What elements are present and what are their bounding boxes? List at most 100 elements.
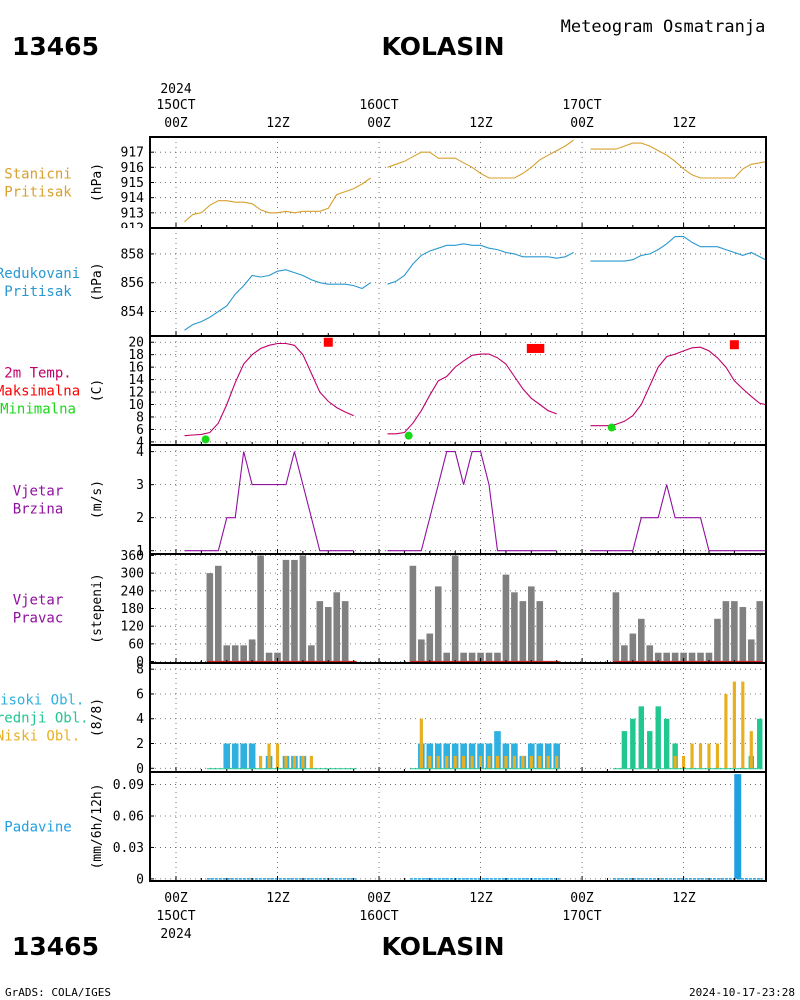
direction-bar: [688, 652, 696, 662]
series-line: [184, 342, 354, 437]
direction-bar: [468, 652, 476, 662]
cloud-bar: [504, 755, 508, 769]
y-tick-label: 12: [128, 386, 144, 401]
panel-label: Brzina: [13, 502, 64, 518]
direction-bar: [739, 607, 747, 662]
cloud-bar: [682, 755, 686, 769]
panel-wind-speed: 1 2 3 4 (m/s) Vjetar Brzina: [13, 444, 767, 559]
y-tick-label: 4: [136, 712, 144, 727]
direction-bar: [426, 633, 434, 662]
panel-plot-wind-direction: [150, 554, 766, 663]
direction-bar: [248, 639, 256, 662]
cloud-bar: [284, 755, 288, 769]
direction-bar: [747, 639, 755, 662]
tmin-marker: [201, 435, 210, 444]
y-tick-label: 240: [121, 584, 144, 599]
direction-bar: [418, 639, 425, 662]
direction-bar: [215, 565, 222, 662]
y-tick-label: 0.06: [113, 810, 144, 825]
direction-bar: [257, 555, 264, 662]
hour-label-bottom-5: 00Z: [570, 891, 594, 906]
panel-plot-reduced-pressure: [150, 228, 766, 336]
date-label-top-3: 17OCT: [562, 98, 601, 113]
y-tick-label: 18: [128, 348, 144, 363]
direction-bar: [231, 645, 239, 662]
panel-label: Vjetar: [13, 593, 64, 609]
cloud-bar: [521, 755, 525, 769]
cloud-bar: [259, 755, 263, 769]
hour-label-top-5: 00Z: [570, 116, 594, 131]
panel-label: Maksimalna: [0, 384, 80, 400]
panel-label: Pravac: [13, 611, 64, 627]
y-axis-unit: (stepeni): [90, 573, 105, 643]
direction-bar: [316, 601, 324, 662]
panel-cloud-cover: 0 2 4 6 8 (8/8) Visoki Obl. Srednji Obl. Niski O…: [0, 662, 767, 777]
panel-reduced-pressure: 854 856 858 (hPa) Redukovani Pritisak: [0, 227, 767, 337]
y-tick-label: 360: [121, 549, 144, 564]
panel-label: Niski Obl.: [0, 729, 80, 745]
date-label-top-1: 15OCT: [156, 98, 195, 113]
cloud-bar: [757, 718, 763, 769]
cloud-bar: [470, 755, 474, 769]
y-tick-label: 10: [128, 398, 144, 413]
direction-bar: [409, 565, 417, 662]
direction-bar: [756, 601, 764, 662]
direction-bar: [705, 652, 713, 662]
direction-bar: [663, 652, 670, 662]
hour-label-top-3: 00Z: [367, 116, 391, 131]
direction-bar: [731, 601, 738, 662]
precip-bar: [734, 774, 742, 879]
y-axis-unit: (hPa): [90, 262, 105, 301]
direction-bar: [511, 592, 518, 662]
hour-label-top-4: 12Z: [469, 116, 493, 131]
hour-label-top-1: 00Z: [164, 116, 188, 131]
series-line: [387, 451, 557, 552]
tmax-marker: [729, 340, 739, 350]
hour-label-bottom-6: 12Z: [672, 891, 696, 906]
y-tick-label: 60: [128, 637, 144, 652]
date-label-bottom-3: 17OCT: [562, 909, 601, 924]
direction-bar: [697, 652, 704, 662]
footer-timestamp: 2024-10-17-23:28: [689, 986, 795, 999]
panel-plot-station-pressure: [150, 137, 766, 228]
direction-bar: [460, 652, 467, 662]
cloud-bar: [529, 755, 533, 769]
panel-label: Minimalna: [0, 402, 76, 418]
series-line: [590, 484, 766, 552]
direction-bar: [291, 559, 298, 662]
hour-label-top-6: 12Z: [672, 116, 696, 131]
station-id-bottom: 13465: [12, 932, 99, 961]
panel-label: 2m Temp.: [4, 366, 71, 382]
cloud-bar: [512, 755, 516, 769]
panel-label: Vjetar: [13, 484, 64, 500]
series-line: [387, 243, 574, 285]
series-line: [387, 353, 557, 435]
y-tick-label: 915: [121, 176, 144, 191]
y-tick-label: 0: [136, 872, 144, 887]
cloud-bar: [292, 755, 297, 769]
cloud-bar: [223, 743, 231, 769]
y-tick-label: 0: [136, 655, 144, 670]
panel-wind-direction: 0 60 120 180 240 300 360 (stepeni) Vjetar Pravac: [13, 549, 767, 670]
cloud-bar: [538, 755, 542, 769]
panel-label: Padavine: [4, 820, 71, 836]
y-tick-label: 916: [121, 161, 144, 176]
series-line: [590, 142, 766, 179]
tmax-marker: [526, 343, 536, 353]
y-tick-label: 0.03: [113, 841, 144, 856]
direction-bar: [680, 652, 687, 662]
cloud-bar: [621, 731, 628, 769]
cloud-bar: [732, 681, 736, 769]
meteogram-title: Meteogram Osmatranja: [561, 17, 766, 37]
grads-credit: GrADS: COLA/IGES: [5, 986, 111, 999]
direction-bar: [324, 607, 332, 662]
direction-bar: [282, 559, 290, 662]
direction-bar: [206, 573, 214, 662]
direction-bar: [434, 586, 442, 662]
direction-bar: [485, 652, 493, 662]
series-line: [590, 346, 766, 427]
direction-bar: [722, 601, 730, 662]
hour-label-top-2: 12Z: [266, 116, 290, 131]
